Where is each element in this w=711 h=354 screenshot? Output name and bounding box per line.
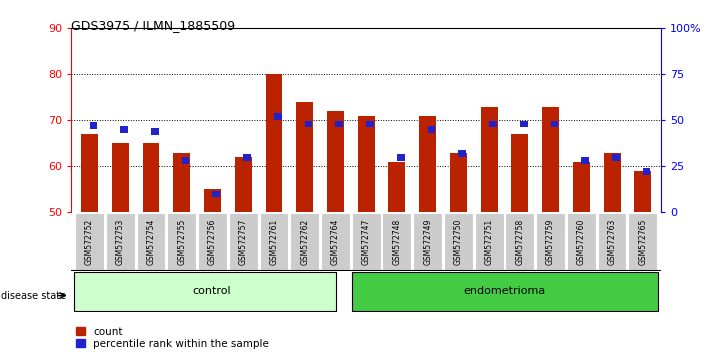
Bar bbox=[358, 116, 375, 212]
Bar bbox=[573, 162, 589, 212]
FancyBboxPatch shape bbox=[106, 213, 134, 270]
Bar bbox=[634, 171, 651, 212]
FancyBboxPatch shape bbox=[352, 272, 658, 311]
Bar bbox=[81, 134, 98, 212]
Text: GSM572758: GSM572758 bbox=[515, 218, 524, 265]
Bar bbox=[520, 121, 528, 127]
FancyBboxPatch shape bbox=[260, 213, 289, 270]
Bar bbox=[450, 153, 467, 212]
Bar bbox=[336, 121, 343, 127]
Bar bbox=[511, 134, 528, 212]
Bar bbox=[143, 143, 159, 212]
Bar bbox=[173, 153, 191, 212]
Bar bbox=[489, 121, 497, 127]
Text: GSM572755: GSM572755 bbox=[177, 218, 186, 265]
Bar bbox=[550, 121, 558, 127]
Bar bbox=[542, 107, 559, 212]
FancyBboxPatch shape bbox=[567, 213, 596, 270]
Bar bbox=[612, 154, 620, 161]
Bar bbox=[643, 169, 651, 175]
Text: GSM572762: GSM572762 bbox=[300, 218, 309, 265]
Legend: count, percentile rank within the sample: count, percentile rank within the sample bbox=[76, 327, 269, 349]
Bar bbox=[397, 154, 405, 161]
Bar bbox=[427, 126, 435, 133]
Bar bbox=[459, 150, 466, 157]
FancyBboxPatch shape bbox=[413, 213, 442, 270]
Text: GSM572760: GSM572760 bbox=[577, 218, 586, 265]
Bar bbox=[296, 102, 313, 212]
FancyBboxPatch shape bbox=[475, 213, 503, 270]
Text: disease state: disease state bbox=[1, 291, 67, 301]
Bar bbox=[213, 190, 220, 198]
FancyBboxPatch shape bbox=[290, 213, 319, 270]
Text: endometrioma: endometrioma bbox=[464, 286, 546, 296]
Text: GSM572754: GSM572754 bbox=[146, 218, 156, 265]
Bar bbox=[419, 116, 436, 212]
Text: GSM572763: GSM572763 bbox=[608, 218, 616, 265]
Bar bbox=[327, 111, 344, 212]
FancyBboxPatch shape bbox=[198, 213, 227, 270]
FancyBboxPatch shape bbox=[383, 213, 412, 270]
FancyBboxPatch shape bbox=[598, 213, 626, 270]
Bar bbox=[182, 158, 189, 164]
Text: GSM572759: GSM572759 bbox=[546, 218, 555, 265]
Text: GSM572761: GSM572761 bbox=[269, 218, 279, 265]
FancyBboxPatch shape bbox=[167, 213, 196, 270]
FancyBboxPatch shape bbox=[629, 213, 657, 270]
Text: GSM572765: GSM572765 bbox=[638, 218, 647, 265]
Text: control: control bbox=[193, 286, 231, 296]
Text: GSM572750: GSM572750 bbox=[454, 218, 463, 265]
Text: GSM572752: GSM572752 bbox=[85, 218, 94, 265]
Text: GSM572749: GSM572749 bbox=[423, 218, 432, 265]
FancyBboxPatch shape bbox=[506, 213, 534, 270]
Text: GSM572747: GSM572747 bbox=[362, 218, 370, 265]
FancyBboxPatch shape bbox=[444, 213, 473, 270]
FancyBboxPatch shape bbox=[73, 272, 336, 311]
FancyBboxPatch shape bbox=[352, 213, 380, 270]
Bar bbox=[481, 107, 498, 212]
FancyBboxPatch shape bbox=[75, 213, 104, 270]
Text: GSM572751: GSM572751 bbox=[485, 218, 493, 265]
Bar bbox=[265, 74, 282, 212]
Bar bbox=[112, 143, 129, 212]
Bar bbox=[243, 154, 251, 161]
FancyBboxPatch shape bbox=[321, 213, 350, 270]
FancyBboxPatch shape bbox=[536, 213, 565, 270]
Bar bbox=[388, 162, 405, 212]
Bar bbox=[151, 128, 159, 135]
Text: GSM572756: GSM572756 bbox=[208, 218, 217, 265]
Text: GSM572764: GSM572764 bbox=[331, 218, 340, 265]
Bar bbox=[604, 153, 621, 212]
Bar bbox=[120, 126, 128, 133]
Bar bbox=[90, 122, 97, 129]
Bar bbox=[305, 121, 312, 127]
Bar bbox=[235, 157, 252, 212]
Bar bbox=[204, 189, 221, 212]
FancyBboxPatch shape bbox=[229, 213, 257, 270]
Bar bbox=[366, 121, 374, 127]
Text: GDS3975 / ILMN_1885509: GDS3975 / ILMN_1885509 bbox=[71, 19, 235, 33]
Bar bbox=[582, 158, 589, 164]
Text: GSM572757: GSM572757 bbox=[239, 218, 247, 265]
Text: GSM572753: GSM572753 bbox=[116, 218, 124, 265]
Bar bbox=[274, 113, 282, 120]
Text: GSM572748: GSM572748 bbox=[392, 218, 402, 265]
FancyBboxPatch shape bbox=[137, 213, 166, 270]
